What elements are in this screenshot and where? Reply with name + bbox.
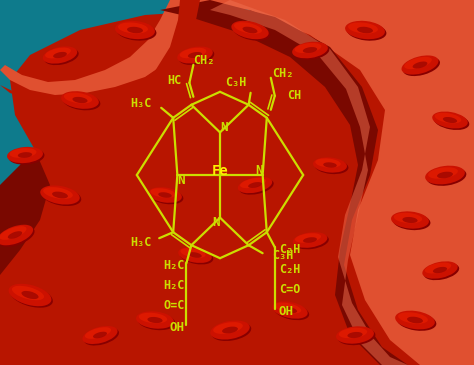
Ellipse shape	[424, 263, 459, 280]
Ellipse shape	[394, 213, 422, 223]
Text: C₂H: C₂H	[279, 263, 300, 276]
Ellipse shape	[8, 231, 22, 239]
Ellipse shape	[115, 21, 155, 39]
Ellipse shape	[118, 23, 148, 34]
Text: C₃H: C₃H	[273, 249, 294, 262]
Polygon shape	[160, 0, 408, 365]
Ellipse shape	[188, 252, 202, 258]
Ellipse shape	[85, 327, 111, 339]
Ellipse shape	[248, 182, 262, 188]
Ellipse shape	[292, 42, 328, 58]
Ellipse shape	[240, 178, 266, 188]
Polygon shape	[0, 0, 250, 50]
Ellipse shape	[323, 162, 337, 168]
Text: H₃C: H₃C	[130, 97, 151, 110]
Ellipse shape	[292, 232, 328, 248]
Ellipse shape	[336, 326, 374, 344]
Ellipse shape	[432, 112, 468, 128]
Ellipse shape	[43, 46, 77, 64]
Ellipse shape	[238, 177, 272, 193]
Ellipse shape	[82, 326, 118, 344]
Ellipse shape	[392, 213, 430, 230]
Polygon shape	[210, 0, 408, 365]
Polygon shape	[0, 0, 200, 185]
Ellipse shape	[177, 46, 213, 64]
Ellipse shape	[434, 113, 469, 130]
Ellipse shape	[139, 313, 167, 323]
Ellipse shape	[21, 291, 38, 299]
Polygon shape	[170, 0, 474, 365]
Text: N: N	[255, 164, 263, 177]
Ellipse shape	[402, 217, 418, 223]
Polygon shape	[0, 0, 170, 165]
Ellipse shape	[10, 285, 53, 308]
Ellipse shape	[148, 187, 182, 203]
Ellipse shape	[437, 172, 453, 178]
Ellipse shape	[243, 27, 257, 33]
Ellipse shape	[44, 48, 79, 65]
Ellipse shape	[179, 48, 214, 65]
Ellipse shape	[0, 226, 27, 240]
Ellipse shape	[407, 317, 423, 323]
Ellipse shape	[413, 62, 428, 69]
Ellipse shape	[52, 192, 68, 199]
Ellipse shape	[150, 188, 176, 198]
Ellipse shape	[0, 226, 35, 247]
Ellipse shape	[0, 225, 33, 245]
Ellipse shape	[428, 167, 458, 179]
Ellipse shape	[61, 91, 99, 109]
Ellipse shape	[435, 113, 461, 123]
Ellipse shape	[275, 303, 301, 314]
Ellipse shape	[427, 167, 466, 186]
Text: Fe: Fe	[211, 164, 228, 178]
Ellipse shape	[345, 21, 385, 39]
Polygon shape	[0, 10, 430, 365]
Ellipse shape	[73, 97, 88, 103]
Ellipse shape	[7, 147, 43, 163]
Ellipse shape	[9, 148, 36, 158]
Text: C=O: C=O	[279, 283, 300, 296]
Ellipse shape	[234, 22, 262, 34]
Ellipse shape	[222, 327, 238, 333]
Text: H₂C: H₂C	[163, 279, 184, 292]
Text: O=C: O=C	[163, 299, 184, 312]
Ellipse shape	[136, 311, 174, 329]
Ellipse shape	[295, 233, 321, 243]
Text: C₂H: C₂H	[279, 243, 300, 256]
Ellipse shape	[395, 311, 435, 329]
Ellipse shape	[213, 322, 243, 334]
Ellipse shape	[425, 262, 451, 273]
Polygon shape	[320, 0, 474, 365]
Ellipse shape	[274, 303, 309, 320]
Text: C₃H: C₃H	[225, 76, 246, 89]
Ellipse shape	[9, 149, 45, 165]
Ellipse shape	[137, 313, 175, 330]
Ellipse shape	[9, 284, 51, 306]
Ellipse shape	[64, 93, 92, 103]
Ellipse shape	[127, 27, 143, 33]
Ellipse shape	[404, 57, 432, 69]
Ellipse shape	[283, 307, 297, 313]
Ellipse shape	[42, 187, 81, 206]
Text: OH: OH	[169, 321, 184, 334]
Text: N: N	[220, 121, 228, 134]
Ellipse shape	[401, 55, 438, 74]
Ellipse shape	[391, 211, 429, 228]
Ellipse shape	[210, 320, 250, 339]
Ellipse shape	[397, 312, 437, 331]
Ellipse shape	[293, 43, 329, 60]
Ellipse shape	[40, 185, 80, 204]
Ellipse shape	[295, 43, 321, 53]
Ellipse shape	[212, 322, 251, 341]
Ellipse shape	[403, 57, 440, 76]
Ellipse shape	[239, 178, 273, 195]
Ellipse shape	[147, 317, 163, 323]
Ellipse shape	[93, 332, 107, 338]
Ellipse shape	[294, 234, 329, 249]
Ellipse shape	[303, 47, 317, 53]
Ellipse shape	[53, 52, 67, 58]
Ellipse shape	[273, 301, 308, 319]
Ellipse shape	[181, 248, 206, 258]
Polygon shape	[0, 0, 200, 95]
